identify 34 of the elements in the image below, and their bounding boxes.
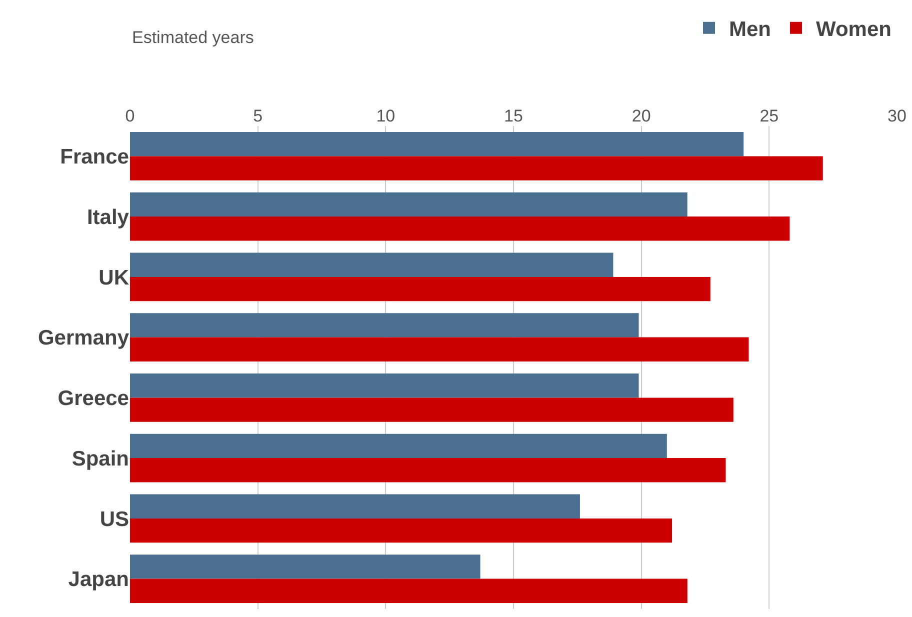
y-tick-label: Greece [58,387,129,410]
y-tick-label: US [100,508,129,531]
bar [130,494,580,518]
y-tick-label: France [60,146,129,169]
y-tick-label: Germany [38,326,130,350]
x-tick-label: 5 [253,106,263,126]
x-axis-title: Estimated years [132,28,254,47]
y-tick-label: Japan [68,568,129,592]
bar [130,434,667,458]
bar [130,156,823,180]
x-tick-label: 20 [632,106,651,126]
bar [130,458,726,482]
bar [130,216,790,241]
x-tick-label: 30 [888,106,906,126]
x-tick-label: 0 [125,106,135,126]
y-tick-label: UK [98,266,129,290]
bar [130,518,672,543]
bar [130,554,480,579]
bar [130,398,734,422]
bar [130,578,688,603]
bar [130,313,639,338]
legend-label: Men [729,18,771,42]
bar [130,192,688,217]
bar [130,276,710,302]
bar [130,374,639,398]
bar [130,252,614,277]
bar [130,132,744,156]
y-tick-label: Italy [86,206,130,229]
y-tick-label: Spain [72,447,129,470]
legend-label: Women [816,18,892,42]
x-tick-label: 15 [504,106,523,126]
x-tick-label: 10 [376,106,396,126]
bar [130,337,749,362]
x-tick-label: 25 [760,106,779,126]
